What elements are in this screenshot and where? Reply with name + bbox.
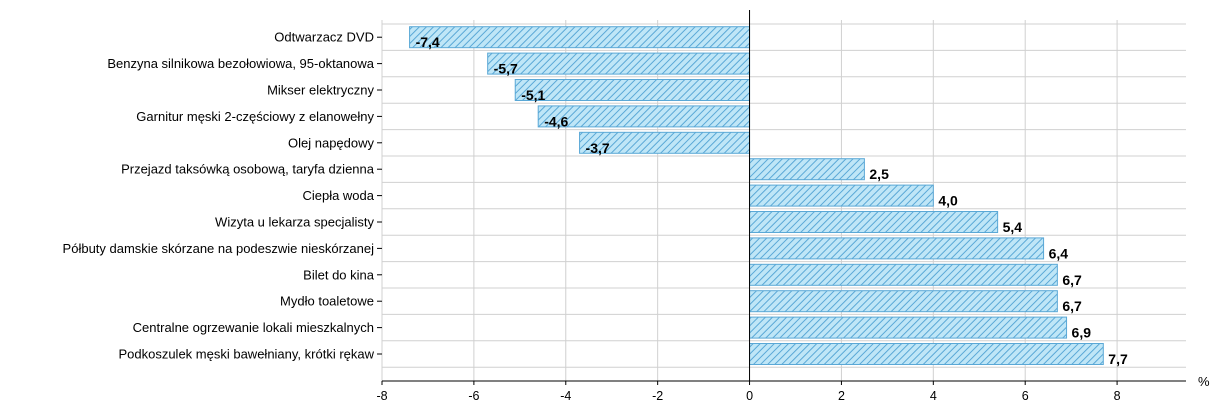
bar: [514, 79, 751, 101]
x-tick-label: -4: [560, 389, 571, 403]
data-label: -7,4: [416, 34, 440, 50]
data-label: 6,9: [1072, 325, 1092, 341]
x-tick-label: 4: [930, 389, 937, 403]
bar: [749, 343, 1104, 365]
x-tick-label: -2: [652, 389, 663, 403]
x-tick-label: 2: [838, 389, 845, 403]
category-label: Bilet do kina: [303, 267, 375, 282]
bar: [409, 26, 751, 49]
category-label: Benzyna silnikowa bezołowiowa, 95-oktano…: [107, 56, 374, 71]
data-label: -3,7: [586, 140, 610, 156]
x-tick-label: 6: [1022, 389, 1029, 403]
axis-layer: [377, 10, 1186, 385]
category-label: Mikser elektryczny: [267, 83, 374, 98]
label-layer: -8 -6 -4 -2 0 2 4 6 8 Odtwarzacz DVD -7,4 Benzyna s…: [63, 30, 1128, 403]
data-label: -5,7: [494, 61, 518, 77]
category-label: Półbuty damskie skórzane na podeszwie ni…: [63, 241, 375, 256]
category-label: Centralne ogrzewanie lokali mieszkalnych: [133, 320, 374, 335]
data-label: 6,7: [1062, 272, 1082, 288]
category-label: Przejazd taksówką osobową, taryfa dzienn…: [121, 162, 375, 177]
x-tick-label: -6: [468, 389, 479, 403]
data-label: 4,0: [938, 193, 958, 209]
data-label: 2,5: [869, 166, 889, 182]
data-label: 6,4: [1049, 245, 1069, 261]
bar: [749, 316, 1068, 339]
category-label: Odtwarzacz DVD: [274, 30, 374, 45]
bar: [537, 105, 751, 128]
bar: [749, 237, 1045, 260]
bar: [749, 290, 1058, 313]
category-label: Garnitur męski 2-częściowy z elanowełny: [136, 109, 374, 124]
bar: [487, 52, 751, 75]
grid-layer: [381, 20, 1186, 381]
category-label: Wizyta u lekarza specjalisty: [215, 215, 374, 230]
bar: [749, 184, 934, 207]
x-tick-label: 8: [1114, 389, 1121, 403]
category-label: Mydło toaletowe: [280, 294, 374, 309]
bar: [749, 211, 999, 233]
data-label: 5,4: [1003, 219, 1023, 235]
category-label: Ciepła woda: [302, 188, 374, 203]
category-label: Olej napędowy: [288, 135, 374, 150]
bar-layer: [409, 26, 1104, 365]
category-label: Podkoszulek męski bawełniany, krótki ręk…: [118, 347, 374, 362]
data-label: 7,7: [1108, 351, 1128, 367]
bar: [749, 263, 1058, 286]
data-label: -4,6: [544, 113, 568, 129]
x-axis-unit-label: %: [1198, 374, 1210, 389]
x-tick-label: 0: [746, 389, 753, 403]
data-label: -5,1: [521, 87, 545, 103]
bar: [749, 158, 865, 181]
x-tick-label: -8: [376, 389, 387, 403]
data-label: 6,7: [1062, 298, 1082, 314]
